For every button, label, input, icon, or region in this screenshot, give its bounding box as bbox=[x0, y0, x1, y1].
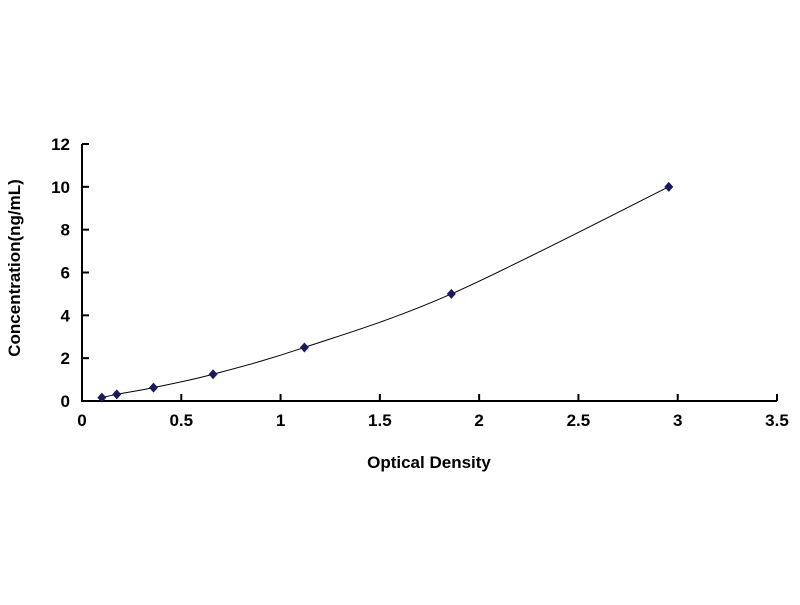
x-tick-label: 0.5 bbox=[169, 411, 193, 430]
data-point bbox=[664, 181, 674, 192]
x-tick-label: 1.5 bbox=[368, 411, 392, 430]
ticks: 0 0.5 1 1.5 2 2.5 3 3.5 0 2 4 6 8 10 12 bbox=[51, 135, 789, 430]
x-tick-label: 2 bbox=[474, 411, 483, 430]
data-point bbox=[112, 389, 122, 400]
y-tick-label: 6 bbox=[61, 264, 70, 283]
y-tick-label: 4 bbox=[61, 306, 71, 325]
y-tick-label: 2 bbox=[61, 349, 70, 368]
x-tick-label: 3 bbox=[673, 411, 682, 430]
data-point bbox=[148, 382, 158, 393]
y-tick-label: 10 bbox=[51, 178, 70, 197]
axes bbox=[81, 144, 777, 402]
data-point bbox=[97, 392, 107, 403]
x-tick-label: 2.5 bbox=[567, 411, 591, 430]
y-tick-label: 12 bbox=[51, 135, 70, 154]
y-tick-label: 8 bbox=[61, 221, 70, 240]
x-tick-label: 1 bbox=[276, 411, 285, 430]
x-axis-label: Optical Density bbox=[367, 453, 491, 472]
data-point bbox=[446, 288, 456, 299]
y-tick-label: 0 bbox=[61, 392, 70, 411]
data-points bbox=[97, 181, 674, 403]
x-tick-label: 0 bbox=[77, 411, 86, 430]
data-point bbox=[208, 369, 218, 380]
fit-curve bbox=[101, 186, 669, 399]
y-axis-label: Concentration(ng/mL) bbox=[5, 179, 24, 357]
data-point bbox=[299, 342, 309, 353]
x-tick-label: 3.5 bbox=[765, 411, 789, 430]
